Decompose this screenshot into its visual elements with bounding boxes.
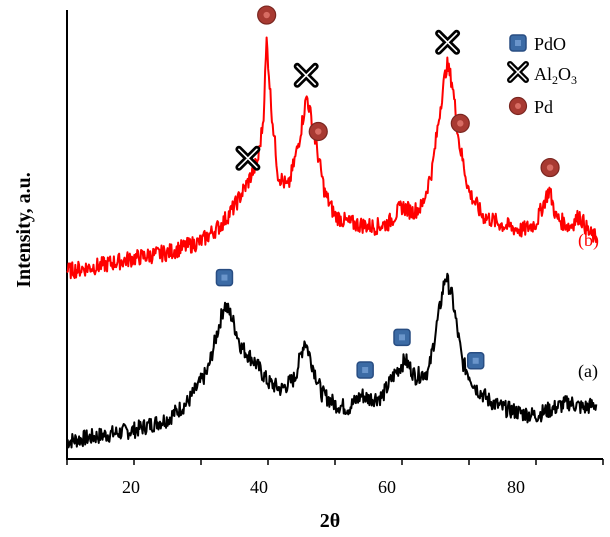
al2o3-cross-icon xyxy=(507,61,529,83)
legend: PdO Al2O3 Pd xyxy=(507,34,577,117)
x-tick-labels: 20 40 60 80 xyxy=(122,477,525,497)
pd-circle-icon-center xyxy=(515,103,521,109)
x-axis-ticks xyxy=(66,459,604,465)
x-tick-label-20: 20 xyxy=(122,477,140,497)
series-group xyxy=(66,36,598,449)
al2o3-sub2: 3 xyxy=(571,73,577,87)
legend-item-pd: Pd xyxy=(508,96,553,117)
al2o3-sub1: 2 xyxy=(552,73,558,87)
pd-marker xyxy=(540,157,560,178)
x-tick-label-80: 80 xyxy=(507,477,525,497)
al2o3-main: Al xyxy=(534,64,552,84)
pdo-marker xyxy=(466,352,485,370)
pd-marker xyxy=(257,5,277,25)
pd-marker xyxy=(450,113,470,133)
x-tick-label-40: 40 xyxy=(250,477,268,497)
pdo-square-icon-center xyxy=(515,40,521,46)
pd-marker xyxy=(308,121,328,142)
al2o3-marker xyxy=(293,62,319,88)
x-tick-label-60: 60 xyxy=(378,477,396,497)
series-line-b xyxy=(66,36,598,280)
x-axis-title: 2θ xyxy=(320,510,340,532)
pdo-marker xyxy=(393,328,411,347)
plot-area: 20 40 60 80 xyxy=(66,5,604,497)
legend-item-pdo: PdO xyxy=(509,34,566,54)
al2o3-mid: O xyxy=(558,64,571,84)
series-line-a xyxy=(66,272,598,449)
legend-label-al2o3: Al2O3 xyxy=(534,64,577,87)
al2o3-marker xyxy=(435,29,461,55)
legend-label-pdo: PdO xyxy=(534,34,566,54)
curve-label-b: (b) xyxy=(578,230,599,251)
al2o3-marker xyxy=(235,145,261,171)
legend-item-al2o3: Al2O3 xyxy=(507,61,577,87)
pdo-marker xyxy=(215,268,234,287)
y-axis-title: Intensity, a.u. xyxy=(13,172,35,288)
pdo-marker xyxy=(356,361,374,379)
curve-label-a: (a) xyxy=(578,361,598,382)
markers-group xyxy=(215,5,560,379)
legend-label-pd: Pd xyxy=(534,97,553,117)
